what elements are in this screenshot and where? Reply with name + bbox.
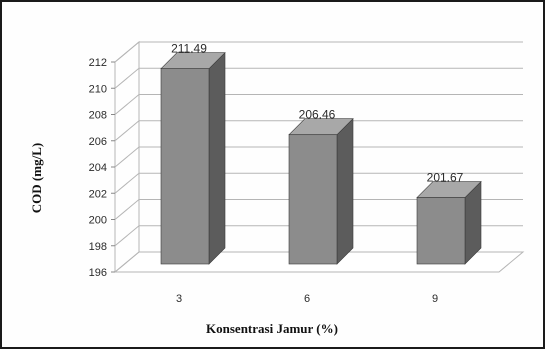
y-tick-label: 208	[89, 110, 107, 122]
y-tick-label: 204	[89, 162, 107, 174]
gridline-diagonal	[114, 120, 140, 142]
bar-side	[208, 51, 226, 265]
bar-6	[288, 117, 354, 265]
data-labels: 211.49 206.46 201.67	[171, 42, 464, 185]
gridline-diagonal	[114, 199, 140, 220]
y-axis-ticks: 196 198 200 202 204 206 208 210 212	[89, 57, 107, 279]
bar-front	[416, 197, 466, 265]
data-label: 211.49	[171, 42, 207, 56]
data-label: 206.46	[299, 108, 336, 122]
x-axis-title: Konsentrasi Jamur (%)	[206, 321, 338, 336]
y-tick-label: 198	[89, 241, 107, 253]
bar-9	[416, 180, 482, 265]
gridline-diagonal	[114, 94, 140, 115]
y-tick-label: 202	[89, 188, 107, 200]
bar-front	[288, 134, 338, 265]
gridline-diagonal	[114, 172, 140, 194]
gridline-diagonal	[114, 146, 140, 168]
y-tick-label: 200	[89, 215, 107, 227]
y-tick-label: 210	[89, 83, 107, 95]
gridline-diagonal	[114, 67, 140, 89]
x-tick-label: 3	[176, 293, 182, 305]
side-wall-edge	[114, 40, 140, 252]
x-tick-label: 9	[432, 293, 438, 305]
bar-side	[336, 117, 354, 265]
gridline-diagonal	[114, 251, 140, 273]
bar-3	[160, 51, 226, 265]
bars	[160, 51, 482, 265]
data-label: 201.67	[427, 171, 464, 185]
y-axis-title: COD (mg/L)	[29, 143, 44, 213]
x-tick-label: 6	[304, 293, 310, 305]
gridline-diagonal	[114, 225, 140, 247]
y-tick-label: 212	[89, 57, 107, 69]
y-tick-label: 196	[89, 267, 107, 279]
bar-front	[160, 68, 210, 265]
x-axis-ticks: 3 6 9	[176, 293, 438, 305]
gridline-diagonal	[114, 41, 140, 63]
y-tick-label: 206	[89, 136, 107, 148]
